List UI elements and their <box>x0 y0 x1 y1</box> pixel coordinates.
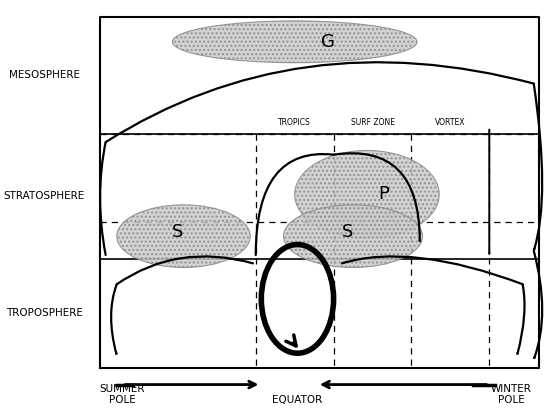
FancyArrowPatch shape <box>106 62 534 142</box>
Text: TROPOSPHERE: TROPOSPHERE <box>6 308 83 319</box>
Ellipse shape <box>295 150 439 238</box>
Text: VORTEX: VORTEX <box>435 118 465 127</box>
Text: TROPICS: TROPICS <box>279 118 311 127</box>
Text: SURF ZONE: SURF ZONE <box>350 118 395 127</box>
FancyArrowPatch shape <box>517 284 524 354</box>
Text: EQUATOR: EQUATOR <box>272 395 322 405</box>
FancyArrowPatch shape <box>334 153 420 241</box>
FancyArrowPatch shape <box>100 142 106 255</box>
Text: MESOSPHERE: MESOSPHERE <box>9 70 80 80</box>
Text: S: S <box>172 223 183 241</box>
FancyArrowPatch shape <box>534 251 542 358</box>
Text: P: P <box>378 185 389 204</box>
Ellipse shape <box>172 21 417 63</box>
Text: SUMMER
POLE: SUMMER POLE <box>100 384 145 405</box>
Text: WINTER
POLE: WINTER POLE <box>491 384 532 405</box>
FancyArrowPatch shape <box>117 256 253 284</box>
FancyArrowPatch shape <box>111 284 117 354</box>
Text: S: S <box>342 223 353 241</box>
FancyArrowPatch shape <box>256 154 334 255</box>
FancyArrowPatch shape <box>534 84 542 249</box>
Ellipse shape <box>284 205 423 268</box>
Ellipse shape <box>117 205 250 268</box>
FancyArrowPatch shape <box>342 256 523 284</box>
Text: G: G <box>321 33 335 51</box>
Text: STRATOSPHERE: STRATOSPHERE <box>4 191 85 201</box>
